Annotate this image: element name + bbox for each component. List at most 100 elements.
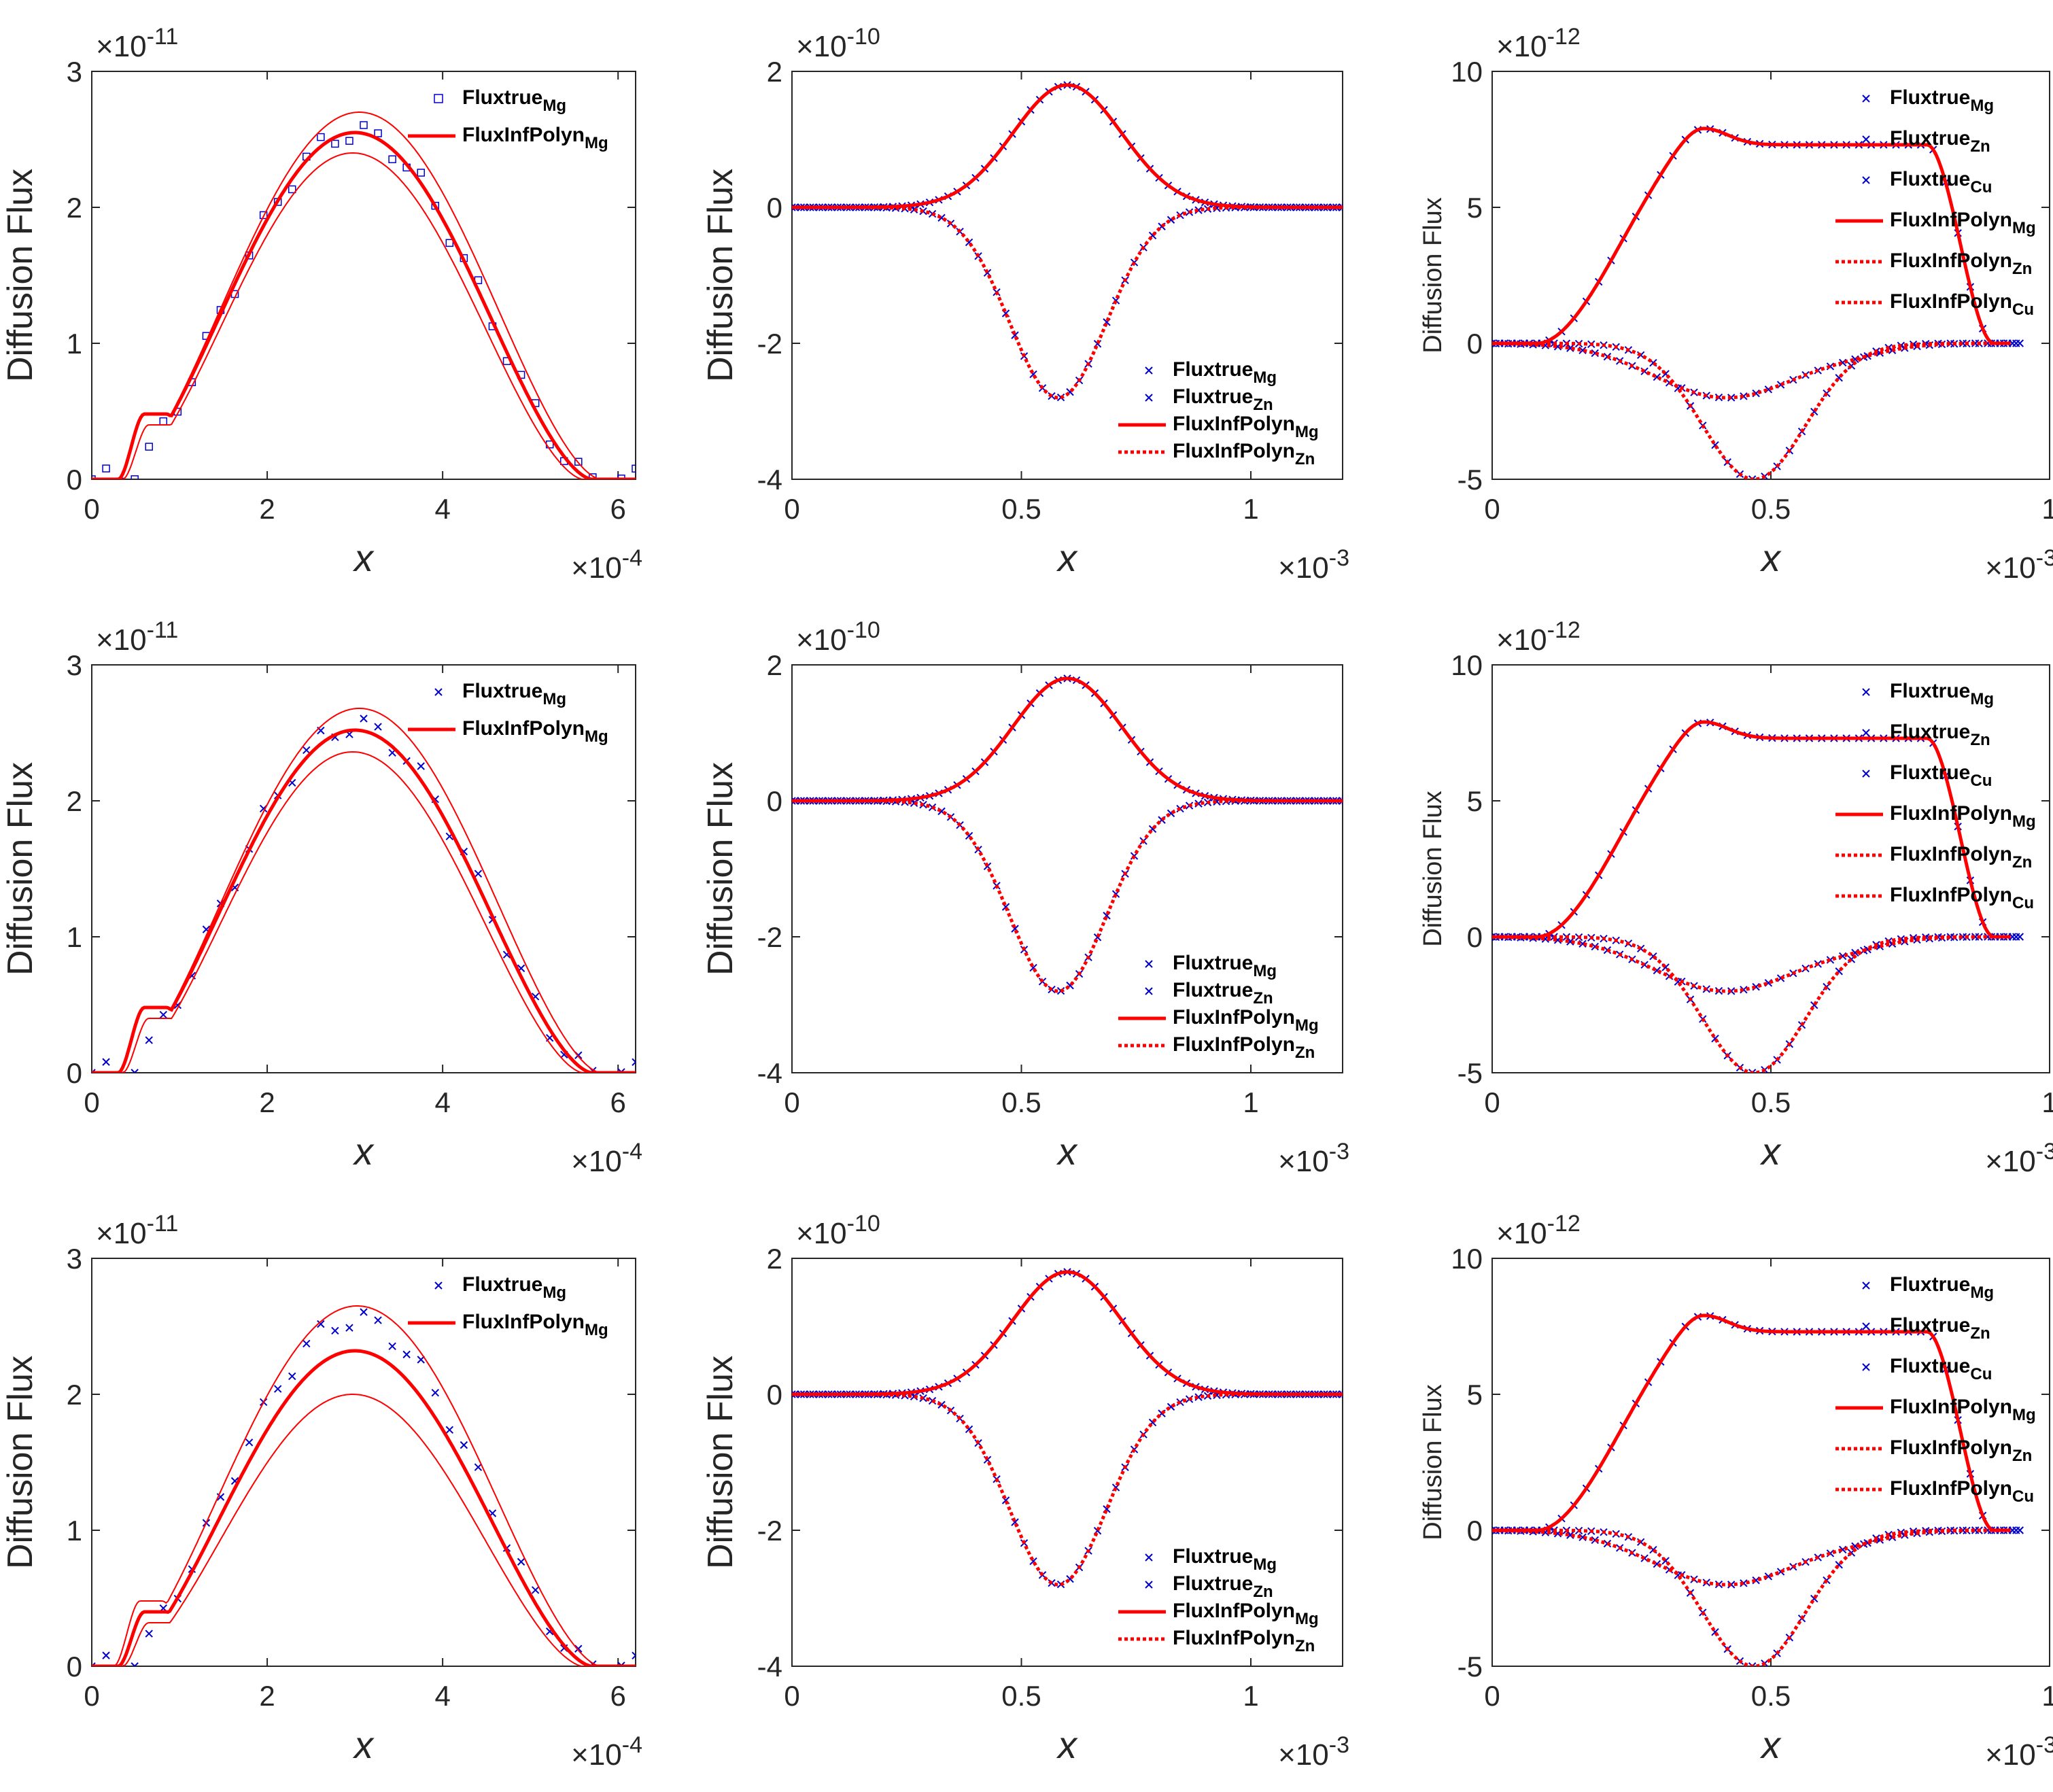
y-tick-label: 0 [67,464,82,496]
legend-label: FluxtrueZn [1890,721,1990,749]
x-exponent-label: ×10-3 [1278,1732,1349,1772]
y-axis-label: Diffusion Flux [701,1356,740,1569]
series-line-fluxinfpolyn-mg [1492,126,2011,345]
x-tick-label: 4 [434,493,450,525]
data-point [345,1324,353,1332]
data-point [259,211,268,220]
y-exponent-label: ×10-10 [796,617,880,657]
y-axis-label: Diffusion Flux [701,762,740,976]
data-point [574,1644,583,1653]
data-point [632,1651,636,1660]
series-line-upper bound [92,111,636,479]
x-tick-label: 0 [1484,1680,1500,1712]
x-tick-label: 0 [784,1680,799,1712]
plot-area [1492,125,2024,479]
data-point [1339,203,1343,211]
data-point [417,762,425,770]
x-axis-label: x [352,1130,375,1173]
data-point [2016,933,2024,941]
legend-label: FluxInfPolynMg [1173,1006,1319,1035]
data-point [245,1438,254,1447]
plot-area [792,81,1343,402]
y-tick-label: 0 [767,785,782,817]
legend-label: FluxtrueCu [1890,168,1992,196]
data-point [1566,937,1574,946]
legend-marker [434,688,443,696]
data-point [374,1316,382,1324]
x-tick-label: 0.5 [1001,1680,1041,1712]
series-line-fluxinfpolyn-zn [1492,341,2011,400]
x-tick-label: 0.5 [1751,493,1791,525]
y-axis-label: Diffusion Flux [1419,197,1447,354]
plot-area [792,674,1343,995]
series-line-fluxinfpolyn-mg [92,1349,636,1666]
data-point [632,1058,636,1067]
data-point [1578,346,1587,354]
data-point [288,185,296,194]
data-point [632,464,636,473]
legend-marker [1145,987,1153,995]
y-tick-label: 2 [67,192,82,224]
x-exponent-label: ×10-3 [1985,1139,2053,1178]
y-tick-label: 5 [1467,1379,1483,1411]
data-point [102,464,110,472]
y-axis-label: Diffusion Flux [701,169,740,382]
x-tick-label: 0 [84,493,99,525]
data-point [360,714,368,723]
legend-marker [1145,366,1153,375]
x-tick-label: 0.5 [1001,1086,1041,1118]
x-tick-label: 0 [84,1680,99,1712]
y-tick-label: -5 [1457,1651,1483,1683]
legend-label: FluxtrueCu [1890,761,1992,790]
legend-label: FluxInfPolynCu [1890,1477,2034,1506]
y-tick-label: 2 [67,1379,82,1411]
series-line-fluxinfpolyn-cu [1492,1528,2011,1666]
axes-box [91,664,636,1073]
x-tick-label: 6 [610,1086,626,1118]
y-tick-label: 3 [67,56,82,88]
x-axis-label: x [1056,536,1078,579]
data-point [303,746,311,755]
x-tick-label: 4 [434,1680,450,1712]
data-point [159,1010,167,1019]
x-tick-label: 6 [610,493,626,525]
y-exponent-label: ×10-12 [1496,24,1581,63]
legend-marker [1862,1363,1870,1371]
series-line-fluxinfpolyn-mg [92,131,636,479]
y-tick-label: 0 [1467,328,1483,360]
legend-marker [1145,960,1153,968]
y-tick-label: 3 [67,1243,82,1275]
x-tick-label: 0 [1484,1086,1500,1118]
data-point [1740,392,1748,400]
data-point [345,137,353,145]
y-tick-label: 2 [767,649,782,681]
data-point [474,869,483,878]
data-point [317,133,325,141]
legend-label: FluxInfPolynMg [1890,802,2036,831]
axes-box [791,664,1343,1073]
data-point [2012,1526,2020,1534]
data-point [331,139,339,148]
y-tick-label: 0 [67,1057,82,1089]
data-point [131,1662,139,1666]
x-tick-label: 0 [784,493,799,525]
panel-r2c1: 0 2 4 6 0 1 2 3 x Diffusion Flux ×10-11 ×10-4 Fluxtr… [1,617,642,1178]
plot-area [92,1305,636,1666]
series-line-upper bound [92,1305,636,1666]
axes-box [91,1258,636,1667]
legend-label: FluxInfPolynZn [1890,1436,2032,1465]
data-point [288,1372,296,1381]
data-point [374,723,382,731]
y-tick-label: 2 [67,785,82,817]
x-axis-label: x [352,536,375,579]
legend-label: FluxInfPolynZn [1173,1033,1315,1062]
data-point [417,169,425,177]
x-tick-label: 2 [259,1680,275,1712]
data-point [445,239,454,247]
legend-label: FluxInfPolynZn [1173,1627,1315,1655]
x-tick-label: 1 [2041,1680,2053,1712]
y-tick-label: 0 [767,192,782,224]
legend: FluxtrueMg FluxtrueZn FluxtrueCu FluxInfPol… [1835,86,2036,319]
legend-marker [1862,770,1870,778]
